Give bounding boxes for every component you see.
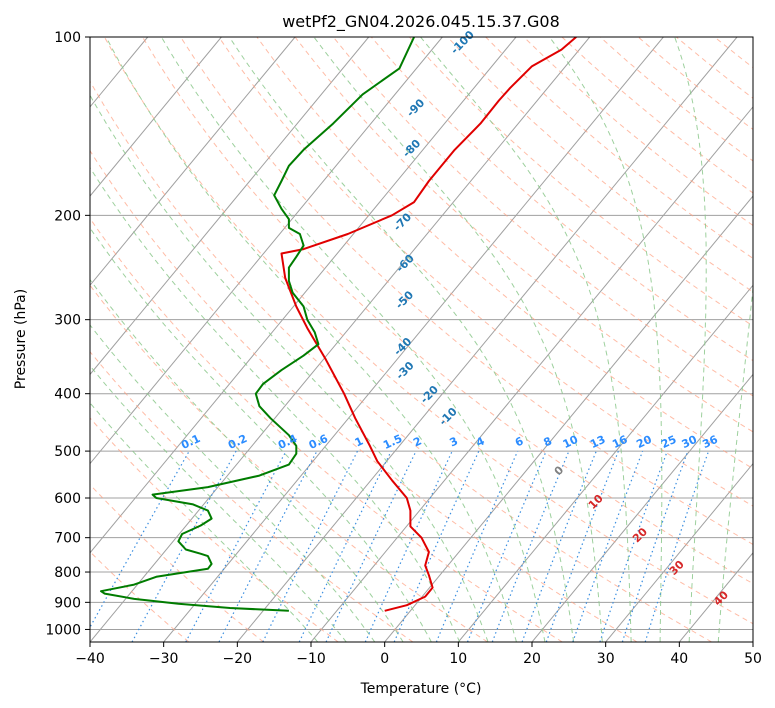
y-tick-label: 700 bbox=[54, 531, 81, 547]
mixing-ratio-line bbox=[491, 450, 570, 642]
x-tick-label: 50 bbox=[744, 651, 762, 667]
x-tick-label: −10 bbox=[296, 651, 326, 667]
moist-adiabat-line bbox=[313, 37, 603, 642]
mixing-ratio-line bbox=[621, 450, 689, 642]
mixing-ratio-label: 13 bbox=[588, 433, 607, 451]
dry-adiabat-line bbox=[90, 483, 264, 642]
moist-adiabat-line bbox=[90, 94, 489, 642]
y-tick-label: 900 bbox=[54, 595, 81, 611]
isotherm-line bbox=[236, 37, 738, 642]
y-tick-label: 1000 bbox=[45, 622, 81, 638]
axes: −40 −30 −20 −10 0 10 20 30 40 50 100 200 300 400 500 60… bbox=[45, 30, 762, 667]
mixing-ratio-line bbox=[185, 450, 287, 642]
dry-adiabat-line bbox=[294, 37, 753, 433]
isotherm-line bbox=[605, 462, 753, 642]
mixing-ratio-line bbox=[521, 450, 597, 642]
moist-adiabat-line bbox=[160, 37, 546, 642]
moist-adiabat-line bbox=[90, 227, 432, 642]
mixing-ratio-label: 10 bbox=[561, 433, 581, 451]
y-tick-label: 600 bbox=[54, 491, 81, 507]
isotherm-line bbox=[90, 37, 443, 465]
moist-adiabat-line bbox=[420, 37, 632, 642]
x-tick-label: −30 bbox=[149, 651, 179, 667]
mixing-ratio-label: 16 bbox=[610, 433, 630, 451]
moist-adiabat-line bbox=[90, 278, 404, 642]
moist-adiabat-line bbox=[90, 324, 376, 642]
temperature-line bbox=[280, 37, 577, 612]
mixing-ratio-label: 25 bbox=[659, 433, 678, 451]
dry-adiabat-line bbox=[90, 80, 712, 642]
dry-adiabat-line bbox=[90, 149, 638, 642]
mixing-ratio-line bbox=[298, 450, 392, 642]
y-tick-label: 300 bbox=[54, 313, 81, 329]
moist-adiabat-line bbox=[717, 282, 753, 642]
mixing-ratio-line bbox=[364, 450, 453, 642]
moist-adiabat-line bbox=[90, 402, 319, 642]
x-axis-title: Temperature (°C) bbox=[360, 681, 482, 697]
dry-adiabat-line bbox=[218, 37, 753, 507]
dry-adiabat-line bbox=[180, 37, 753, 546]
background-lines bbox=[90, 37, 753, 642]
dry-adiabat-line bbox=[90, 284, 488, 642]
x-tick-label: 30 bbox=[597, 651, 615, 667]
x-tick-label: −40 bbox=[75, 651, 105, 667]
chart-title: wetPf2_GN04.2026.045.15.37.G08 bbox=[282, 12, 560, 32]
isotherm-line bbox=[90, 37, 222, 197]
x-tick-label: −20 bbox=[223, 651, 253, 667]
mixing-ratio-label: 20 bbox=[634, 433, 654, 451]
y-tick-label: 100 bbox=[54, 30, 81, 46]
dry-adiabat-line bbox=[142, 37, 753, 585]
y-axis-title: Pressure (hPa) bbox=[13, 289, 29, 389]
mixing-ratio-line bbox=[545, 450, 619, 642]
dry-adiabat-line bbox=[103, 37, 753, 625]
moist-adiabat-line bbox=[105, 37, 517, 642]
y-tick-label: 400 bbox=[54, 387, 81, 403]
isotherm-line bbox=[90, 37, 296, 287]
y-tick-label: 500 bbox=[54, 444, 81, 460]
dry-adiabat-line bbox=[90, 217, 563, 642]
moist-adiabat-line bbox=[674, 37, 707, 642]
mixing-ratio-line bbox=[325, 450, 417, 642]
moist-adiabat-line bbox=[90, 166, 461, 642]
isotherm-line bbox=[457, 284, 753, 642]
plot-frame bbox=[89, 36, 754, 643]
isotherm-line bbox=[163, 37, 664, 642]
isotherm-line bbox=[90, 37, 370, 376]
x-tick-label: 0 bbox=[380, 651, 389, 667]
dry-adiabat-line bbox=[90, 350, 414, 642]
isotherm-line bbox=[90, 37, 517, 554]
profile-lines bbox=[100, 37, 577, 612]
isotherm-line bbox=[384, 195, 753, 642]
x-tick-label: 10 bbox=[449, 651, 467, 667]
mixing-ratio-label: 36 bbox=[700, 433, 720, 451]
dewpoint-line bbox=[100, 37, 416, 612]
isotherm-line bbox=[531, 373, 753, 642]
x-tick-label: 20 bbox=[523, 651, 541, 667]
y-tick-label: 800 bbox=[54, 565, 81, 581]
mixing-ratio-line bbox=[131, 450, 237, 642]
dry-adiabat-line bbox=[409, 37, 753, 327]
x-tick-label: 40 bbox=[670, 651, 688, 667]
mixing-ratio-line bbox=[644, 450, 710, 642]
moist-adiabat-line bbox=[549, 37, 663, 642]
y-tick-label: 200 bbox=[54, 208, 81, 224]
isotherm-line bbox=[90, 37, 591, 642]
mixing-ratio-label: 30 bbox=[680, 433, 700, 451]
moist-adiabat-line bbox=[90, 365, 347, 642]
mixing-ratio-line bbox=[262, 450, 359, 642]
